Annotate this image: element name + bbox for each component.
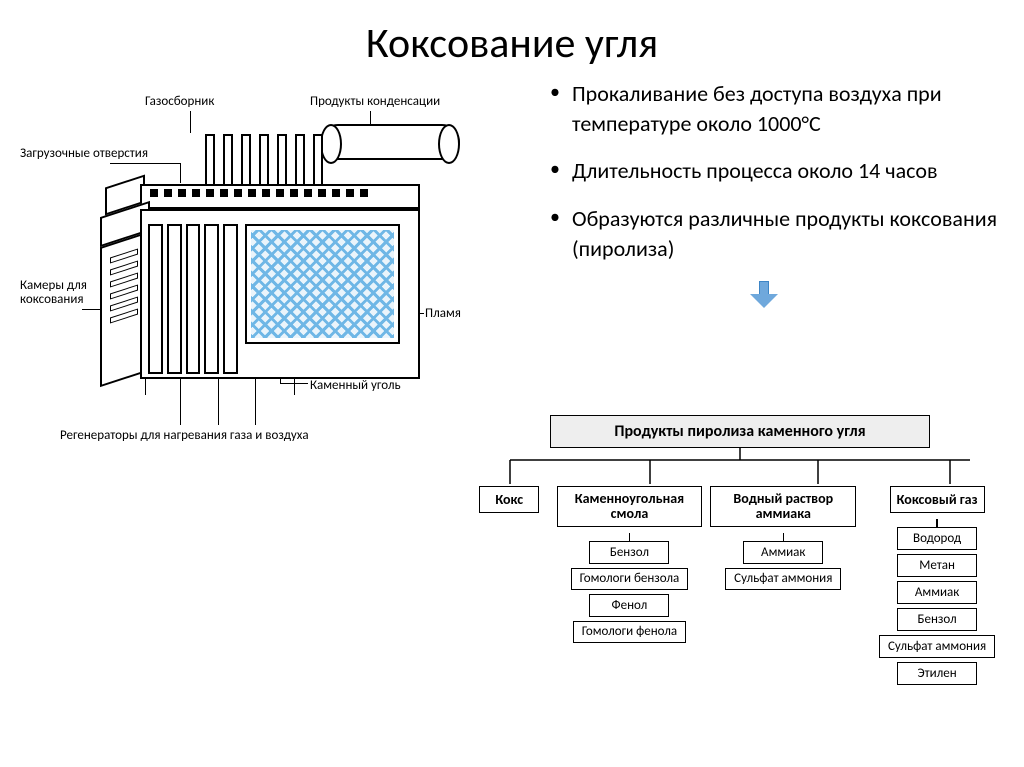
label-condensation: Продукты конденсации <box>310 95 440 109</box>
tree-connectors <box>470 448 1010 484</box>
arrow-down-icon <box>750 281 778 309</box>
tree-item: Гомологи бензола <box>571 568 689 590</box>
tree-item: Бензол <box>589 541 669 564</box>
label-flame: Пламя <box>425 307 461 321</box>
tree-item: Аммиак <box>743 541 823 564</box>
channels <box>148 224 238 374</box>
bullet-item: Длительность процесса около 14 часов <box>550 156 1004 186</box>
chamber-doors <box>106 241 142 369</box>
bullet-list: Прокаливание без доступа воздуха при тем… <box>530 79 1004 263</box>
label-chambers: Камеры для коксования <box>20 279 100 308</box>
bullet-item: Прокаливание без доступа воздуха при тем… <box>550 79 1004 138</box>
tree-item: Водород <box>897 527 977 550</box>
tree-item: Сульфат аммония <box>879 635 995 658</box>
tree-col-ammonia: Водный раствор аммиака Аммиак Сульфат ам… <box>710 486 856 689</box>
loading-holes-row <box>150 189 400 201</box>
pyrolysis-tree: Продукты пиролиза каменного угля Кокс Ка… <box>470 415 1010 689</box>
tree-head: Коксовый газ <box>890 486 985 513</box>
label-coal: Каменный уголь <box>310 379 401 393</box>
tree-item: Бензол <box>897 608 977 631</box>
tree-col-coke: Кокс <box>470 486 549 689</box>
gas-tubes <box>205 134 345 189</box>
tree-col-gas: Коксовый газ Водород Метан Аммиак Бензол… <box>864 486 1010 689</box>
label-regenerators: Регенераторы для нагревания газа и возду… <box>60 429 410 443</box>
label-loading-holes: Загрузочные отверстия <box>20 147 170 161</box>
bullet-item: Образуются различные продукты коксования… <box>550 204 1004 263</box>
tree-item: Этилен <box>897 662 977 685</box>
content-row: Газосборник Продукты конденсации Загрузо… <box>0 79 1024 459</box>
tree-head: Каменноугольная смола <box>557 486 703 527</box>
tree-item: Метан <box>897 554 977 577</box>
tree-item: Аммиак <box>897 581 977 604</box>
page-title: Коксование угля <box>0 0 1024 79</box>
tree-head: Кокс <box>479 486 539 513</box>
tree-item: Сульфат аммония <box>725 568 841 590</box>
label-gas-collector: Газосборник <box>145 95 214 109</box>
oven-diagram: Газосборник Продукты конденсации Загрузо… <box>20 79 510 459</box>
bullets-panel: Прокаливание без доступа воздуха при тем… <box>510 79 1004 459</box>
tree-item: Гомологи фенола <box>573 621 686 643</box>
tree-head: Водный раствор аммиака <box>710 486 856 527</box>
tree-col-tar: Каменноугольная смола Бензол Гомологи бе… <box>557 486 703 689</box>
tree-root: Продукты пиролиза каменного угля <box>550 415 930 448</box>
flame-cutaway <box>245 224 400 344</box>
tree-item: Фенол <box>589 594 669 617</box>
